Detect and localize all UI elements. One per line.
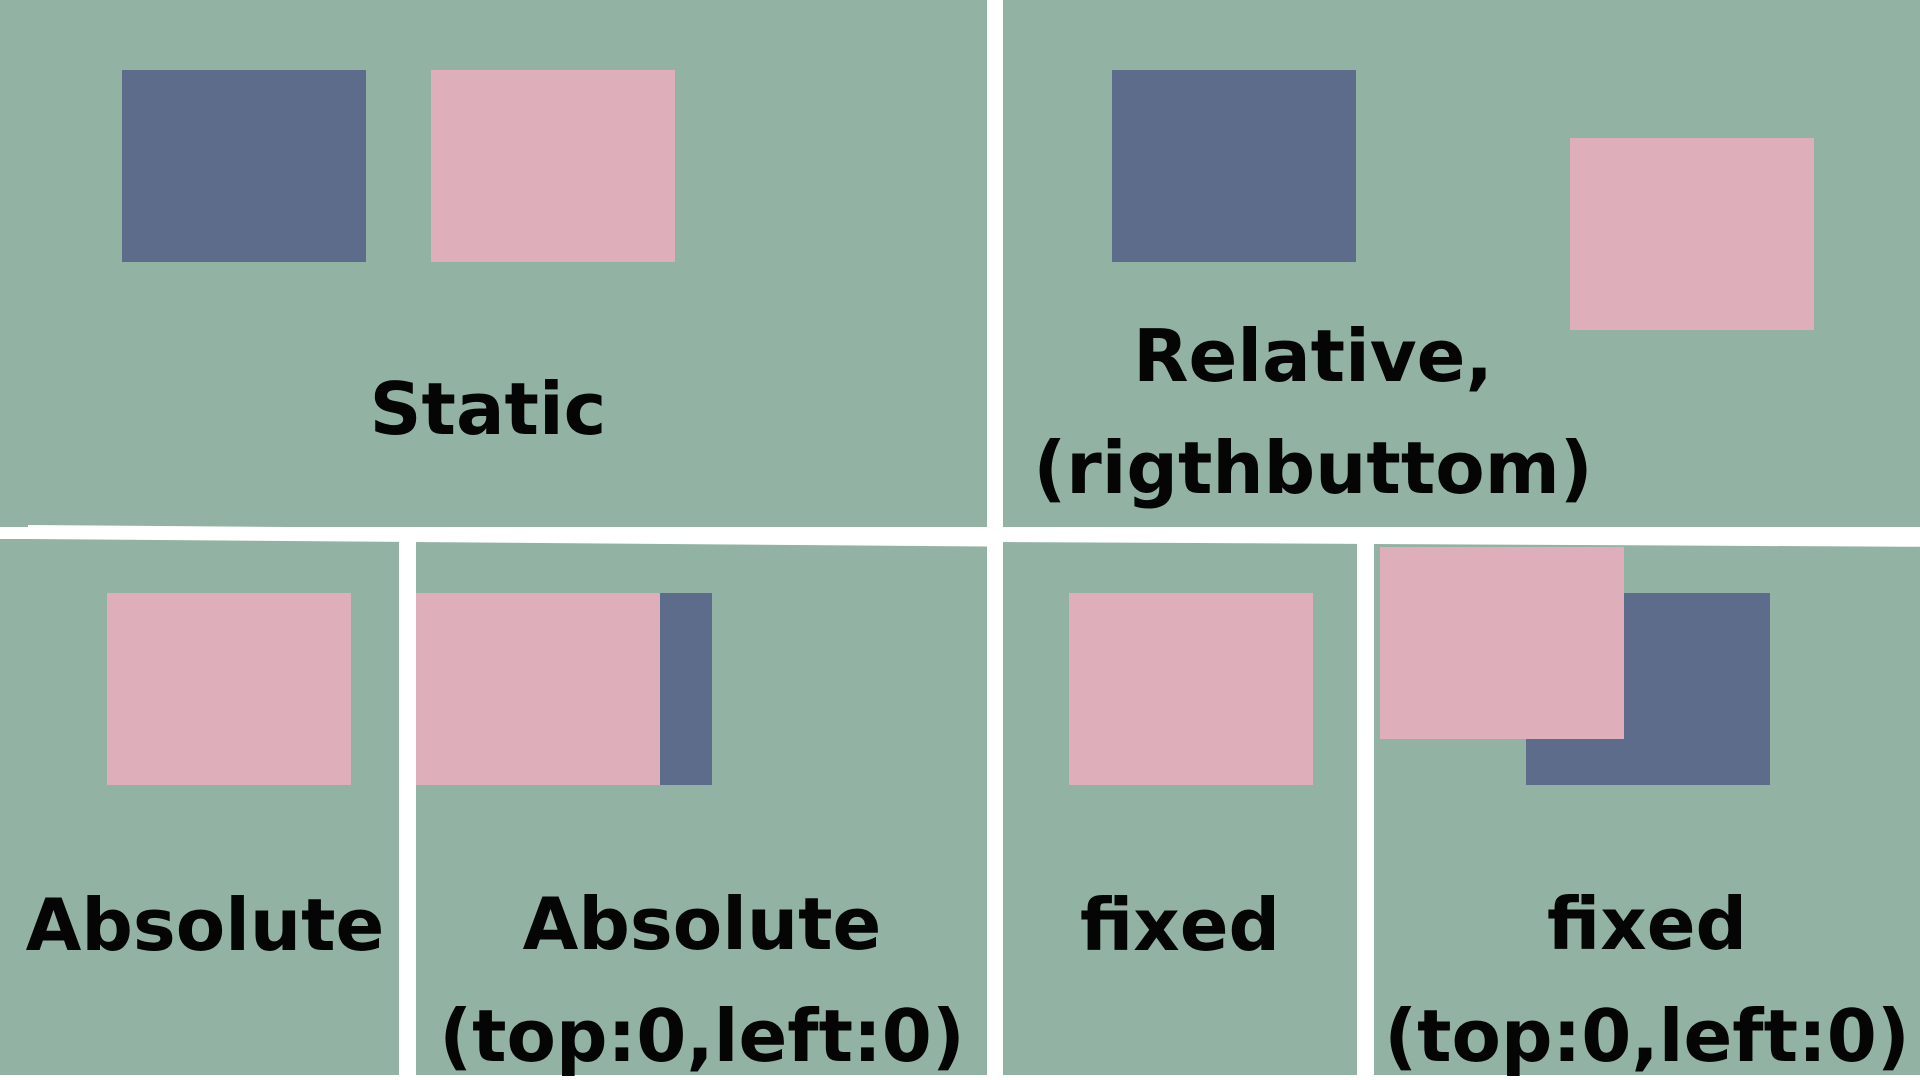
- relative-label: Relative, (rigthbuttom): [1033, 314, 1593, 510]
- bottom-edge: [0, 1075, 1920, 1080]
- fixed-label: fixed: [1079, 883, 1281, 967]
- vertical-divider-bottom-right: [1357, 535, 1373, 1080]
- absolute-top-left-label: Absolute (top:0,left:0): [439, 882, 965, 1078]
- pink-box-offset: [1570, 138, 1814, 330]
- fixed-top-left-label: fixed (top:0,left:0): [1384, 882, 1910, 1078]
- vertical-divider-main: [987, 0, 1003, 1080]
- blue-box: [122, 70, 366, 262]
- static-label: Static: [369, 367, 607, 451]
- blue-box: [1112, 70, 1356, 262]
- pink-box: [107, 593, 351, 785]
- pink-box-top-left: [1380, 547, 1624, 739]
- pink-box-top-left: [416, 593, 660, 785]
- pink-box: [431, 70, 675, 262]
- absolute-label: Absolute: [25, 883, 385, 967]
- vertical-divider-bottom-left: [399, 535, 415, 1080]
- pink-box: [1069, 593, 1313, 785]
